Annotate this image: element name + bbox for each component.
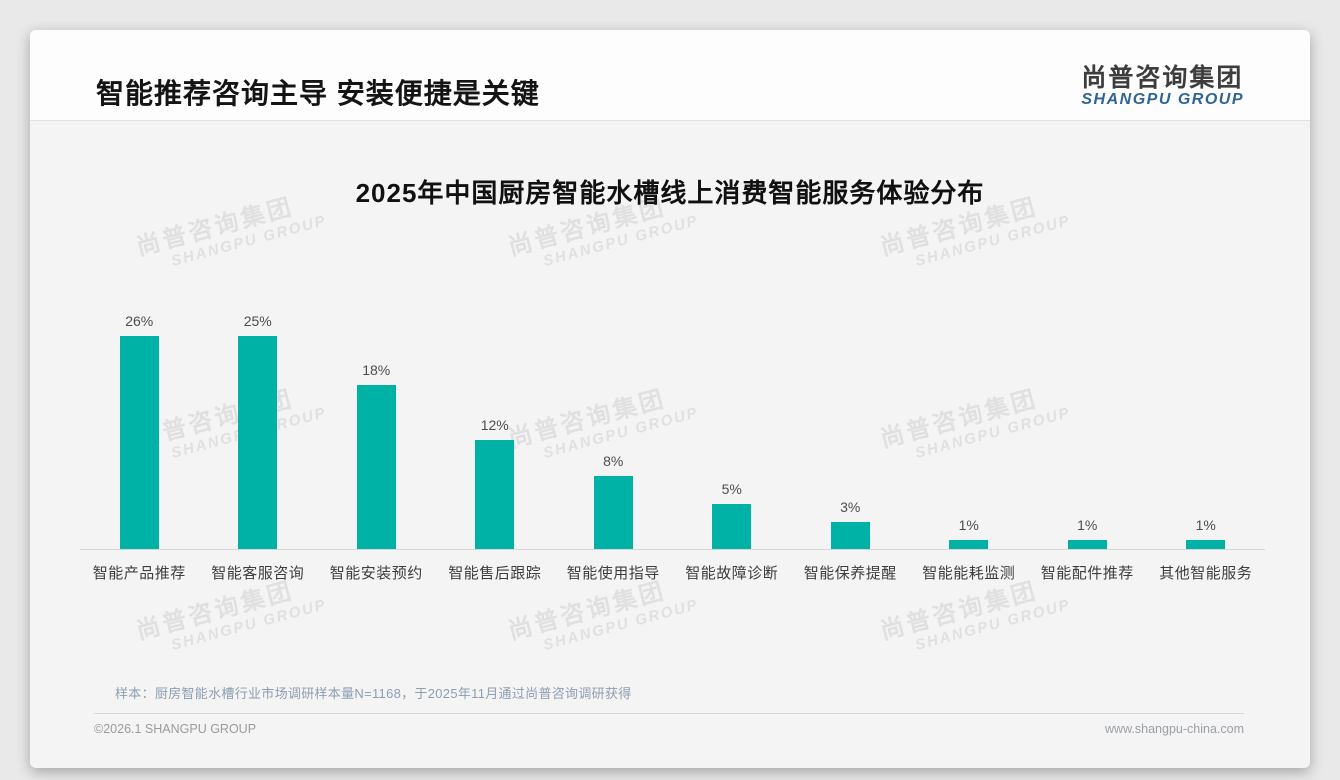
watermark-text-en: SHANGPU GROUP bbox=[541, 596, 701, 654]
company-logo: 尚普咨询集团 SHANGPU GROUP bbox=[1081, 65, 1244, 111]
logo-text-en: SHANGPU GROUP bbox=[1081, 91, 1244, 109]
bar-column: 1% bbox=[910, 313, 1029, 549]
bar bbox=[830, 521, 870, 549]
watermark-text-en: SHANGPU GROUP bbox=[913, 596, 1073, 654]
copyright-text: ©2026.1 SHANGPU GROUP bbox=[94, 722, 257, 736]
category-label: 智能售后跟踪 bbox=[448, 565, 542, 582]
bar-column: 1% bbox=[1147, 313, 1266, 549]
category-axis: 智能产品推荐 智能客服咨询 智能安装预约 智能售后跟踪 智能使用指导 智能故障诊断 智能保养… bbox=[80, 562, 1265, 583]
bar-column: 1% bbox=[1028, 313, 1147, 549]
bar-value-label: 26% bbox=[125, 313, 154, 329]
bar-column: 25% bbox=[199, 313, 318, 549]
bar-column: 26% bbox=[80, 313, 199, 549]
logo-text-cn: 尚普咨询集团 bbox=[1081, 63, 1244, 92]
bar bbox=[712, 503, 752, 549]
slide-footer: ©2026.1 SHANGPU GROUP www.shangpu-china.… bbox=[94, 713, 1244, 736]
bar-value-label: 18% bbox=[362, 362, 391, 379]
slide-body: 尚普咨询集团 SHANGPU GROUP 尚普咨询集团 SHANGPU GROUP 尚普… bbox=[30, 121, 1310, 767]
bar-column: 5% bbox=[673, 313, 792, 549]
bar-value-label: 8% bbox=[603, 453, 624, 470]
bar-column: 18% bbox=[317, 313, 436, 549]
page-title: 智能推荐咨询主导 安装便捷是关键 bbox=[96, 78, 540, 110]
category-label: 智能配件推荐 bbox=[1040, 565, 1134, 582]
bar bbox=[238, 336, 278, 549]
category-label: 智能能耗监测 bbox=[922, 565, 1016, 582]
watermark-text-en: SHANGPU GROUP bbox=[169, 596, 329, 654]
bar bbox=[475, 439, 515, 549]
category-label: 智能客服咨询 bbox=[211, 565, 305, 582]
watermark-text-en: SHANGPU GROUP bbox=[913, 212, 1073, 270]
bar-value-label: 12% bbox=[480, 416, 509, 433]
category-label: 智能使用指导 bbox=[566, 565, 660, 582]
bar-value-label: 25% bbox=[243, 313, 272, 329]
bar bbox=[356, 385, 396, 549]
website-link[interactable]: www.shangpu-china.com bbox=[1105, 722, 1244, 736]
category-label: 智能保养提醒 bbox=[803, 565, 897, 582]
bar-value-label: 1% bbox=[1077, 516, 1098, 533]
bar bbox=[119, 336, 159, 549]
category-label: 其他智能服务 bbox=[1159, 565, 1253, 582]
bar bbox=[949, 539, 989, 549]
bar-column: 3% bbox=[791, 313, 910, 549]
plot-area: 26% 25% 18% 12% 8% 5% 3% 1% 1% 1% bbox=[80, 313, 1265, 550]
slide-header: 智能推荐咨询主导 安装便捷是关键 尚普咨询集团 SHANGPU GROUP bbox=[30, 30, 1310, 121]
watermark-text-en: SHANGPU GROUP bbox=[541, 212, 701, 270]
bar-value-label: 3% bbox=[840, 498, 861, 515]
sample-note: 样本：厨房智能水槽行业市场调研样本量N=1168，于2025年11月通过尚普咨询… bbox=[115, 686, 632, 701]
bar bbox=[593, 476, 633, 549]
watermark-text-en: SHANGPU GROUP bbox=[169, 212, 329, 270]
bar bbox=[1186, 539, 1226, 549]
bar-column: 12% bbox=[436, 313, 555, 549]
bar-value-label: 5% bbox=[721, 480, 742, 497]
bar-column: 8% bbox=[554, 313, 673, 549]
chart-title: 2025年中国厨房智能水槽线上消费智能服务体验分布 bbox=[355, 178, 985, 208]
slide-card: 智能推荐咨询主导 安装便捷是关键 尚普咨询集团 SHANGPU GROUP 尚普… bbox=[30, 30, 1310, 768]
bar-value-label: 1% bbox=[1195, 516, 1216, 533]
category-label: 智能产品推荐 bbox=[92, 565, 186, 582]
category-label: 智能安装预约 bbox=[329, 565, 423, 582]
category-label: 智能故障诊断 bbox=[685, 565, 779, 582]
bar bbox=[1067, 539, 1107, 549]
bar-value-label: 1% bbox=[958, 516, 979, 533]
